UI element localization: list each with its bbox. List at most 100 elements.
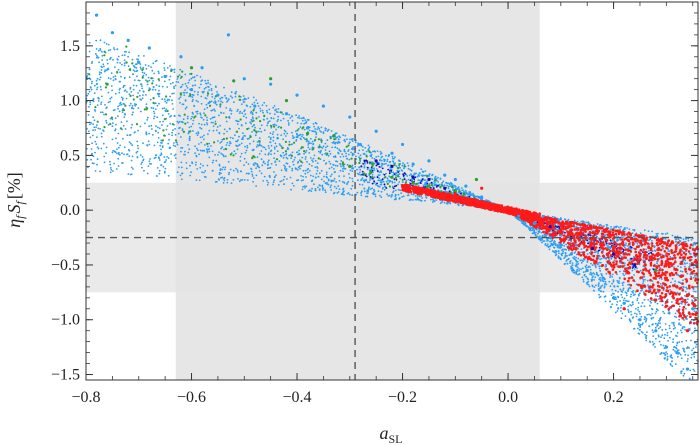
- cloud-point-blue: [624, 228, 626, 231]
- cloud-point-blue: [202, 91, 205, 94]
- cloud-point-blue: [261, 164, 264, 167]
- cloud-point-blue: [164, 161, 167, 163]
- cloud-point-blue: [168, 133, 170, 136]
- cloud-point-blue: [320, 131, 322, 133]
- cloud-point-blue: [307, 140, 310, 143]
- cloud-point-blue: [637, 309, 639, 311]
- cloud-point-blue: [685, 307, 687, 310]
- cloud-point-blue: [223, 128, 226, 131]
- cloud-point-blue: [324, 149, 327, 151]
- cloud-point-blue: [641, 240, 644, 243]
- cloud-point-blue: [380, 190, 383, 193]
- cloud-point-blue: [394, 156, 396, 159]
- cloud-point-blue: [694, 290, 697, 293]
- cloud-point-blue: [567, 257, 570, 260]
- cloud-point-blue: [686, 272, 689, 275]
- cloud-point-blue: [407, 167, 410, 170]
- cloud-point-blue: [139, 110, 142, 113]
- cloud-point-blue: [106, 62, 109, 65]
- cloud-point-blue: [99, 127, 101, 130]
- cloud-point-blue: [635, 315, 638, 318]
- cloud-point-blue: [390, 171, 393, 174]
- cloud-point-blue: [348, 153, 350, 156]
- cloud-point-blue: [389, 168, 392, 171]
- cloud-point-blue: [121, 162, 124, 164]
- cloud-point-blue: [91, 80, 93, 83]
- cloud-point-blue: [348, 142, 351, 145]
- cloud-point-blue: [601, 274, 603, 277]
- cloud-point-blue: [167, 157, 170, 160]
- cloud-point-blue: [247, 97, 250, 99]
- cloud-point-blue: [622, 284, 624, 287]
- cloud-point-blue: [653, 249, 656, 252]
- cloud-point-blue: [184, 150, 186, 153]
- cloud-point-blue: [101, 111, 104, 114]
- cloud-point-blue: [385, 162, 387, 165]
- cloud-point-blue: [397, 188, 400, 191]
- cloud-point-blue: [570, 265, 572, 268]
- cloud-point-blue: [199, 163, 202, 165]
- cloud-point-blue: [156, 175, 158, 177]
- cloud-point-blue: [535, 228, 538, 231]
- cloud-point-blue: [685, 286, 688, 289]
- cloud-point-blue: [420, 168, 423, 171]
- cloud-point-blue: [186, 117, 189, 120]
- cloud-point-blue: [312, 160, 314, 163]
- cloud-point-blue: [291, 169, 294, 172]
- cloud-point-blue: [240, 179, 242, 181]
- cloud-point-blue: [361, 177, 364, 180]
- cloud-point-blue: [324, 162, 327, 165]
- cloud-point-darkblue: [597, 249, 600, 252]
- cloud-point-blue: [298, 165, 301, 168]
- cloud-point-blue: [367, 187, 370, 190]
- cloud-point-blue: [202, 164, 205, 167]
- cloud-point-blue: [308, 170, 311, 172]
- cloud-point-blue: [599, 286, 602, 289]
- cloud-point-blue: [311, 164, 313, 167]
- cloud-point-blue: [633, 255, 635, 258]
- cloud-point-blue: [686, 314, 689, 317]
- cloud-point-blue: [158, 159, 161, 161]
- cloud-point-blue: [259, 107, 262, 110]
- cloud-point-blue: [259, 110, 262, 112]
- cloud-point-blue: [592, 275, 594, 277]
- cloud-point-blue: [658, 319, 660, 322]
- cloud-point-blue: [411, 178, 413, 181]
- cloud-point-blue: [141, 71, 144, 74]
- cloud-point-blue: [92, 155, 95, 158]
- cloud-point-blue: [190, 77, 193, 80]
- cloud-point-blue: [272, 117, 275, 120]
- cloud-point-blue: [329, 152, 332, 155]
- cloud-point-blue: [236, 110, 239, 112]
- cloud-point-blue: [636, 267, 638, 270]
- cloud-point-blue: [556, 229, 558, 231]
- cloud-point-blue: [680, 303, 683, 305]
- cloud-point-blue: [625, 292, 628, 295]
- cloud-point-blue: [529, 229, 532, 231]
- cloud-point-blue: [357, 173, 360, 176]
- cloud-point-green: [147, 89, 151, 92]
- cloud-point-blue: [653, 245, 656, 248]
- cloud-point-blue: [612, 280, 615, 283]
- cloud-point-blue: [186, 115, 189, 118]
- cloud-point-darkblue: [435, 186, 438, 188]
- cloud-point-blue: [199, 126, 201, 129]
- cloud-point-blue: [228, 144, 231, 147]
- cloud-point-blue: [89, 103, 92, 106]
- cloud-point-blue: [666, 334, 669, 337]
- cloud-point-blue: [547, 233, 549, 236]
- cloud-point-blue: [417, 199, 420, 201]
- cloud-point-blue: [266, 179, 268, 182]
- cloud-point-blue: [152, 80, 154, 82]
- cloud-point-blue: [401, 196, 404, 198]
- cloud-point-blue: [207, 82, 210, 84]
- cloud-point-blue: [659, 353, 662, 355]
- cloud-point-blue: [222, 166, 225, 169]
- cloud-point-blue: [111, 151, 114, 154]
- cloud-point-blue: [616, 280, 619, 282]
- cloud-point-blue: [164, 167, 167, 170]
- cloud-point-blue: [185, 162, 188, 164]
- cloud-point-blue: [693, 310, 696, 313]
- cloud-point-blue: [312, 142, 315, 145]
- cloud-point-blue: [163, 107, 166, 109]
